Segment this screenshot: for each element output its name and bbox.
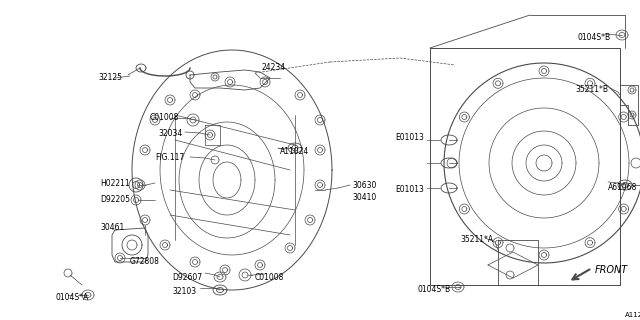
Text: 0104S*B: 0104S*B <box>418 285 451 294</box>
Text: C01008: C01008 <box>255 274 284 283</box>
Text: 35211*A: 35211*A <box>460 236 493 244</box>
Text: G72808: G72808 <box>130 258 160 267</box>
Text: A61068: A61068 <box>608 183 637 193</box>
Text: 0104S*A: 0104S*A <box>55 293 88 302</box>
Text: FIG.117: FIG.117 <box>155 154 184 163</box>
Text: 32125: 32125 <box>98 74 122 83</box>
Text: 24234: 24234 <box>262 63 286 73</box>
Text: 35211*B: 35211*B <box>575 85 608 94</box>
Text: A112001056: A112001056 <box>625 312 640 318</box>
Text: 32034: 32034 <box>158 129 182 138</box>
Text: D92607: D92607 <box>172 274 202 283</box>
Text: C01008: C01008 <box>150 114 179 123</box>
Text: FRONT: FRONT <box>595 265 628 275</box>
Text: 30630: 30630 <box>352 180 376 189</box>
Text: D92205: D92205 <box>100 196 130 204</box>
Text: E01013: E01013 <box>395 133 424 142</box>
Text: 0104S*B: 0104S*B <box>578 34 611 43</box>
Text: A11024: A11024 <box>280 148 309 156</box>
Text: 32103: 32103 <box>172 287 196 297</box>
Text: 30410: 30410 <box>352 194 376 203</box>
Text: H02211: H02211 <box>100 179 130 188</box>
Text: E01013: E01013 <box>395 186 424 195</box>
Text: 30461: 30461 <box>100 223 124 233</box>
